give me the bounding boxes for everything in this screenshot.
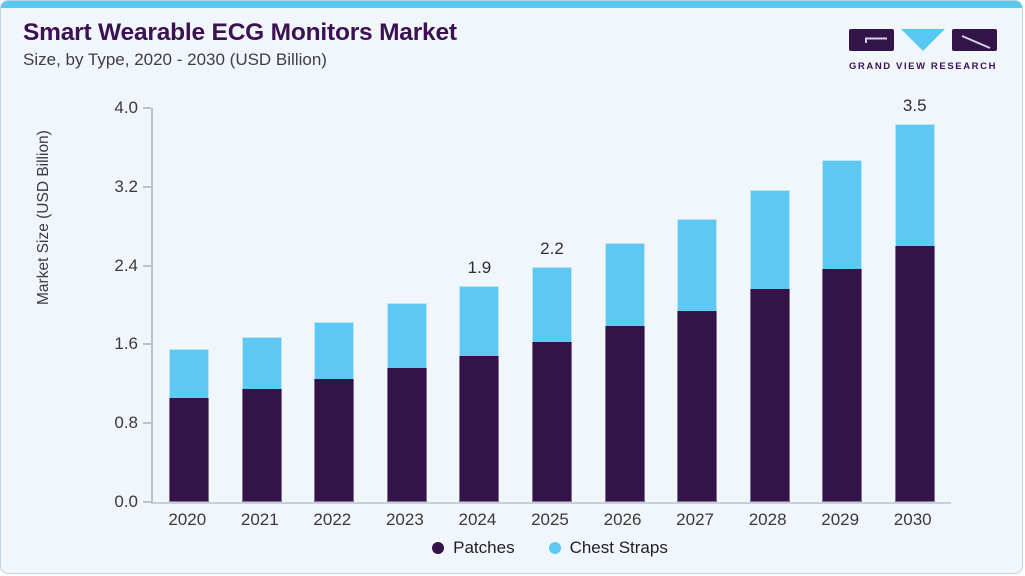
brand-name: GRAND VIEW RESEARCH — [848, 61, 998, 72]
plot-area: 1.9 2.2 3.5 — [151, 96, 951, 504]
y-tick-mark — [143, 422, 151, 425]
header: Smart Wearable ECG Monitors Market Size,… — [23, 19, 457, 70]
x-tick-label-2029: 2029 — [821, 510, 860, 529]
bar-segment-patches-2024 — [459, 356, 500, 502]
bar-2024 — [459, 286, 500, 502]
bar-value-label-2024: 1.9 — [467, 258, 492, 278]
bar-slot-2027 — [661, 108, 734, 502]
bar-segment-patches-2027 — [677, 310, 718, 502]
y-tick-label: 0.8 — [114, 413, 138, 433]
bar-segment-patches-2020 — [169, 397, 210, 502]
bar-slot-2020 — [153, 108, 226, 502]
legend-label-chest-straps: Chest Straps — [569, 538, 668, 557]
x-tick-label-2021: 2021 — [240, 510, 279, 529]
bar-segment-chest-straps-2022 — [314, 321, 355, 379]
chart-subtitle: Size, by Type, 2020 - 2030 (USD Billion) — [23, 50, 327, 70]
patches-swatch — [432, 542, 445, 554]
bar-2027 — [677, 219, 718, 502]
bar-segment-patches-2022 — [314, 378, 355, 502]
bar-slot-2023 — [371, 108, 444, 502]
brand-logo: GRAND VIEW RESEARCH — [848, 28, 998, 72]
bar-segment-patches-2021 — [241, 388, 282, 502]
bar-segment-chest-straps-2026 — [604, 242, 645, 326]
x-tick-label-2023: 2023 — [385, 510, 424, 529]
bar-segment-chest-straps-2030 — [894, 123, 935, 246]
legend-label-patches: Patches — [453, 538, 515, 557]
y-tick-label: 4.0 — [114, 98, 138, 117]
bar-segment-chest-straps-2023 — [386, 303, 427, 369]
x-tick-label-2022: 2022 — [313, 510, 352, 529]
y-tick-label: 2.4 — [114, 255, 138, 275]
bar-slot-2024: 1.9 — [443, 108, 516, 502]
bar-slot-2026 — [588, 108, 661, 502]
bar-segment-chest-straps-2028 — [749, 189, 790, 290]
x-tick-label-2025: 2025 — [531, 510, 569, 529]
bar-segment-chest-straps-2021 — [241, 336, 282, 389]
bar-segment-chest-straps-2025 — [531, 266, 572, 343]
x-tick-label-2027: 2027 — [676, 510, 714, 529]
bar-2022 — [314, 321, 355, 502]
chart-title: Smart Wearable ECG Monitors Market — [23, 19, 457, 46]
bar-slot-2028 — [733, 108, 806, 502]
x-axis: 2020 2021 2022 2023 2024 2025 2026 2027 2028 2029… — [151, 510, 949, 532]
bar-segment-patches-2023 — [386, 368, 427, 502]
y-tick-mark — [143, 107, 151, 109]
chest-straps-swatch — [548, 542, 561, 554]
bar-slot-2022 — [298, 108, 371, 502]
bar-2029 — [822, 160, 863, 502]
bar-2030 — [894, 123, 935, 502]
x-tick-label-2020: 2020 — [168, 510, 207, 529]
bar-slot-2021 — [226, 108, 299, 502]
bar-segment-chest-straps-2024 — [459, 286, 500, 357]
bar-segment-patches-2030 — [894, 245, 935, 502]
legend-item-chest-straps: Chest Straps — [548, 538, 668, 558]
bar-2020 — [169, 349, 210, 502]
bar-2023 — [386, 303, 427, 502]
x-tick-label-2028: 2028 — [748, 510, 787, 529]
bar-2026 — [604, 242, 645, 502]
legend: Patches Chest Straps — [151, 538, 949, 558]
y-tick-mark — [143, 264, 151, 267]
bar-slot-2029 — [806, 108, 879, 502]
y-tick-label: 1.6 — [114, 334, 138, 354]
bar-value-label-2030: 3.5 — [902, 95, 927, 115]
gvr-logo-icon — [849, 29, 997, 51]
bar-segment-patches-2028 — [749, 289, 790, 502]
x-tick-label-2030: 2030 — [893, 510, 932, 529]
x-tick-label-2026: 2026 — [603, 510, 642, 529]
bar-segment-chest-straps-2029 — [822, 160, 863, 269]
bar-slot-2030: 3.5 — [878, 96, 951, 502]
bar-2021 — [241, 336, 282, 502]
bar-segment-chest-straps-2020 — [169, 349, 210, 398]
bar-2028 — [749, 189, 790, 502]
bar-segment-patches-2025 — [531, 342, 572, 502]
accent-strip — [1, 1, 1022, 8]
y-tick-mark — [143, 343, 151, 346]
y-tick-mark — [143, 501, 151, 503]
y-tick-mark — [143, 185, 151, 188]
bar-value-label-2025: 2.2 — [540, 238, 564, 258]
x-tick-label-2024: 2024 — [458, 510, 497, 529]
bar-segment-patches-2029 — [822, 268, 863, 502]
bar-segment-patches-2026 — [604, 325, 645, 502]
bar-segment-chest-straps-2027 — [677, 219, 718, 311]
bar-slot-2025: 2.2 — [516, 108, 589, 502]
y-tick-label: 3.2 — [114, 176, 138, 196]
legend-item-patches: Patches — [432, 538, 515, 558]
bar-2025 — [531, 266, 572, 502]
y-tick-label: 0.0 — [114, 492, 138, 511]
